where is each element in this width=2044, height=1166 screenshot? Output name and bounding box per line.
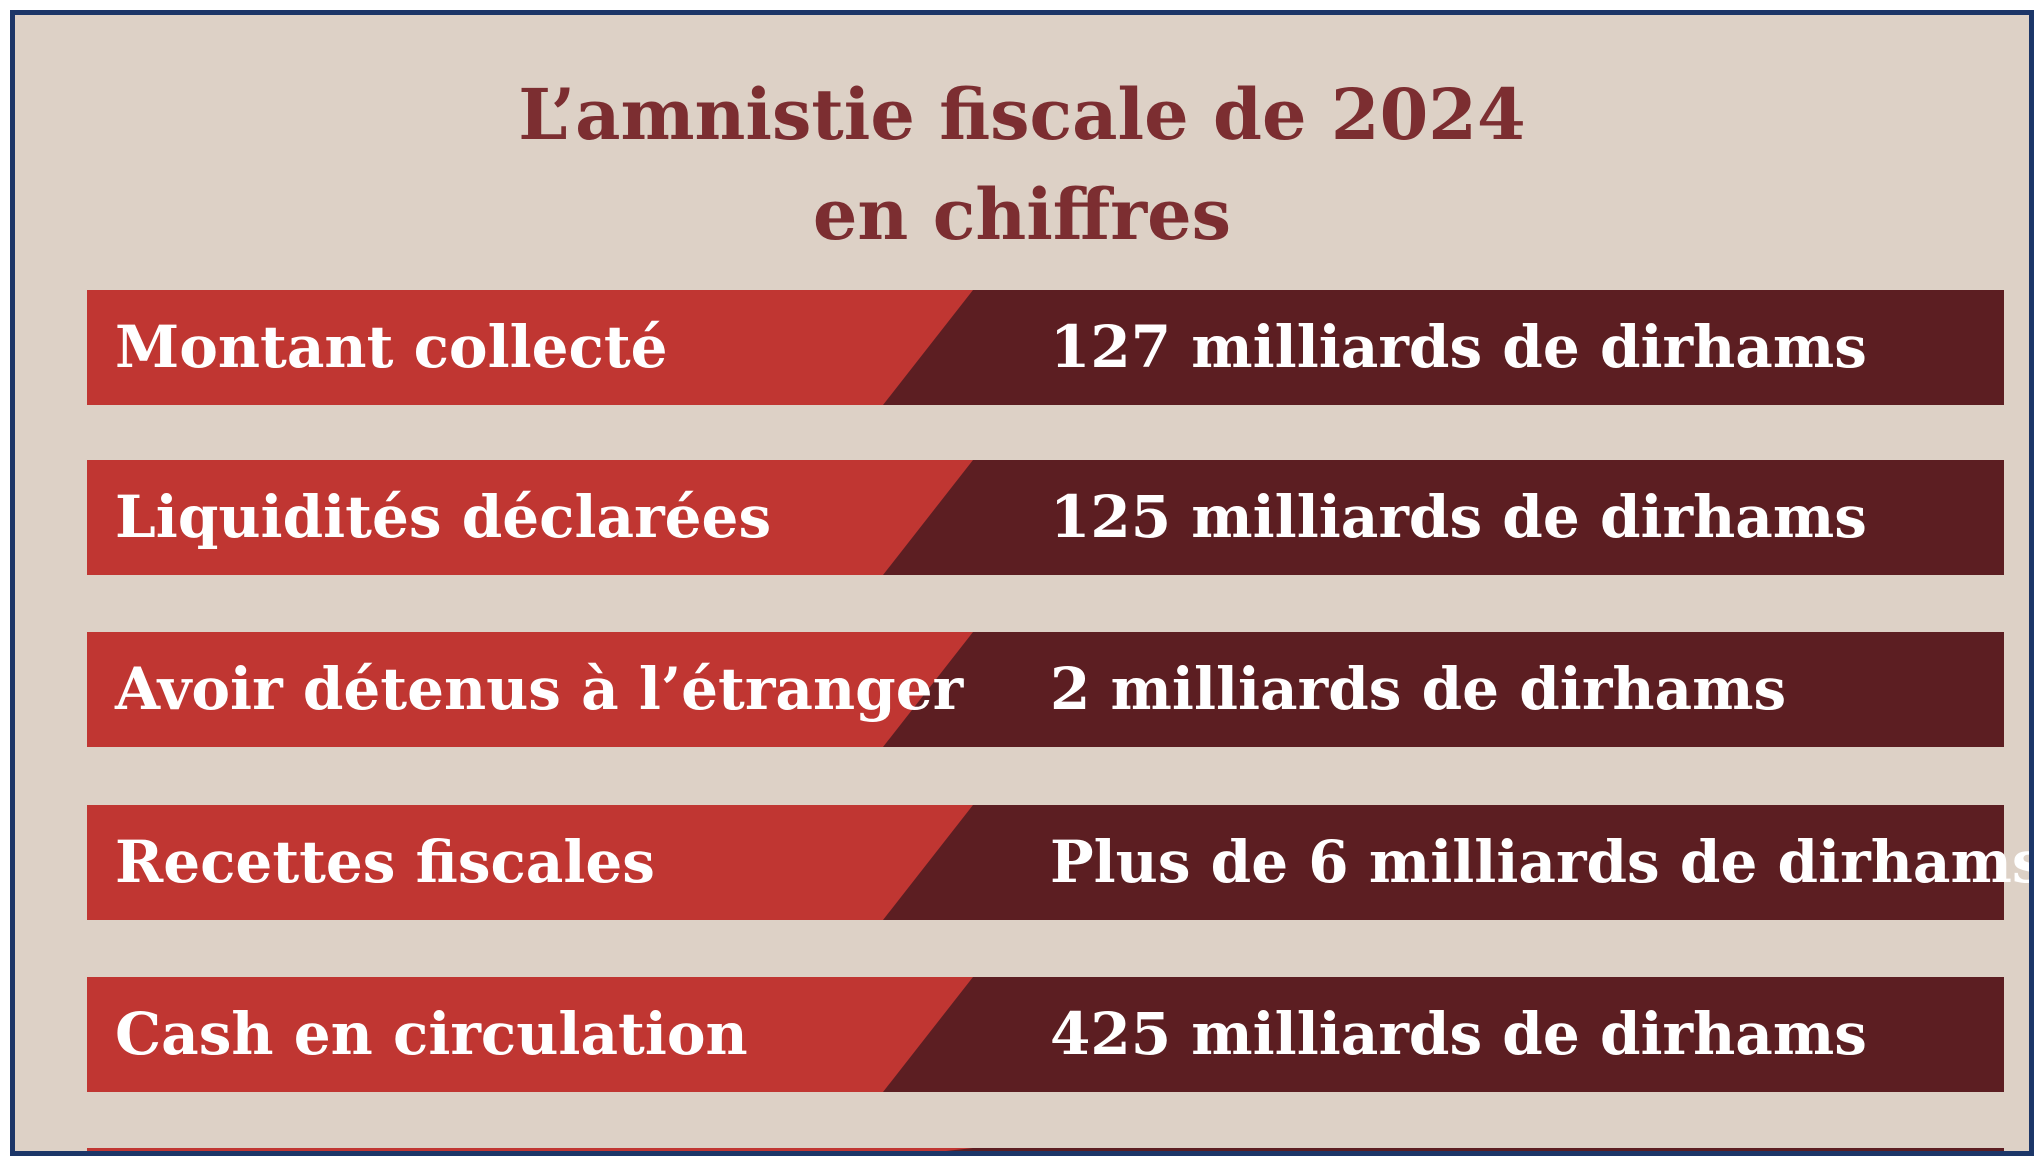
stat-value: 2 milliards de dirhams — [1050, 655, 1787, 723]
stat-value: Plus de 6 milliards de dirhams — [1050, 828, 2034, 896]
value-bar — [883, 977, 2004, 1092]
stat-value: 425 milliards de dirhams — [1050, 1000, 1867, 1068]
value-bar — [883, 805, 2004, 920]
stat-value: 125 milliards de dirhams — [1050, 483, 1867, 551]
stat-label: Liquidités déclarées — [115, 483, 772, 551]
stat-label: Avoir détenus à l’étranger — [115, 655, 964, 723]
label-bar — [87, 1148, 987, 1151]
stat-row-declared-liquidity: Liquidités déclarées 125 milliards de di… — [15, 460, 2029, 575]
label-bar — [87, 460, 987, 575]
stat-value: 127 milliards de dirhams — [1050, 313, 1867, 381]
value-bar — [883, 460, 2004, 575]
value-bar — [883, 632, 2004, 747]
stat-row-cutoff — [15, 1148, 2029, 1151]
stat-row-cash-in-circulation: Cash en circulation 425 milliards de dir… — [15, 977, 2029, 1092]
label-bar — [87, 632, 987, 747]
stat-row-tax-revenue: Recettes fiscales Plus de 6 milliards de… — [15, 805, 2029, 920]
page-title: L’amnistie fiscale de 2024 en chiffres — [15, 65, 2029, 265]
stat-row-amount-collected: Montant collecté 127 milliards de dirham… — [15, 290, 2029, 405]
stat-row-foreign-assets: Avoir détenus à l’étranger 2 milliards d… — [15, 632, 2029, 747]
value-bar — [883, 290, 2004, 405]
label-bar — [87, 290, 987, 405]
value-bar — [883, 1148, 2004, 1151]
title-line-1: L’amnistie fiscale de 2024 — [518, 73, 1526, 156]
label-bar — [87, 977, 987, 1092]
title-line-2: en chiffres — [812, 173, 1232, 256]
infographic-frame: L’amnistie fiscale de 2024 en chiffres M… — [10, 10, 2034, 1156]
label-bar — [87, 805, 987, 920]
stat-label: Montant collecté — [115, 313, 668, 381]
stat-label: Cash en circulation — [115, 1000, 748, 1068]
stat-label: Recettes fiscales — [115, 828, 655, 896]
